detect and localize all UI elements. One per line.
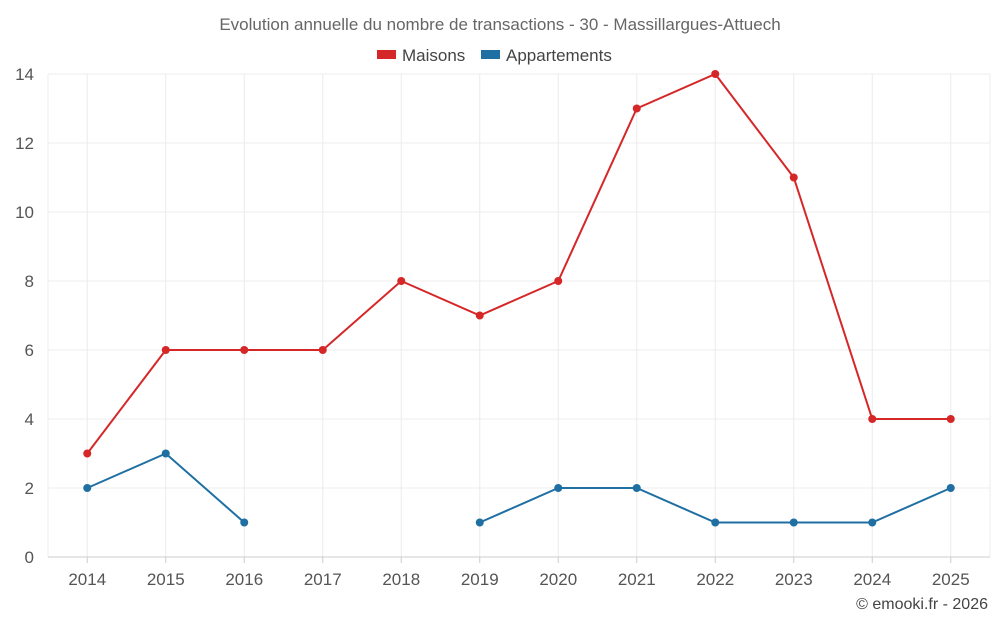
legend-label-appartements[interactable]: Appartements (506, 46, 612, 65)
y-tick-label: 6 (25, 341, 34, 360)
x-tick-label: 2022 (696, 570, 734, 589)
credit-text: © emooki.fr - 2026 (856, 596, 988, 613)
x-tick-label: 2019 (461, 570, 499, 589)
data-point-maisons[interactable] (475, 311, 484, 320)
y-tick-label: 0 (25, 548, 34, 567)
x-tick-label: 2025 (932, 570, 970, 589)
y-tick-label: 10 (15, 203, 34, 222)
data-point-maisons[interactable] (397, 277, 406, 285)
data-point-maisons[interactable] (318, 346, 327, 354)
x-tick-label: 2024 (853, 570, 891, 589)
data-point-maisons[interactable] (161, 346, 170, 354)
data-point-maisons[interactable] (868, 415, 877, 423)
data-point-maisons[interactable] (240, 346, 249, 354)
legend-label-maisons[interactable]: Maisons (402, 46, 465, 65)
legend-swatch-appartements (481, 50, 500, 59)
data-point-appartements[interactable] (711, 518, 720, 527)
y-tick-label: 14 (15, 65, 34, 84)
data-point-appartements[interactable] (475, 518, 484, 527)
data-point-maisons[interactable] (946, 415, 955, 423)
data-point-maisons[interactable] (83, 449, 92, 458)
x-axis: 2014 2015 2016 2017 2018 2019 2020 2021 2022 2023… (48, 556, 990, 589)
data-point-maisons[interactable] (711, 70, 720, 78)
data-point-maisons[interactable] (632, 104, 641, 113)
chart-title: Evolution annuelle du nombre de transact… (219, 15, 780, 34)
series-line-maisons (86, 72, 951, 455)
grid (47, 73, 991, 558)
x-tick-label: 2014 (68, 570, 106, 589)
data-point-appartements[interactable] (868, 518, 877, 527)
data-point-maisons[interactable] (554, 277, 563, 285)
x-tick-label: 2018 (382, 570, 420, 589)
y-axis: 0 2 4 6 8 10 12 14 (15, 65, 34, 567)
y-tick-label: 8 (25, 272, 34, 291)
data-point-appartements[interactable] (632, 484, 641, 492)
x-tick-label: 2021 (618, 570, 656, 589)
data-point-appartements[interactable] (554, 484, 563, 492)
y-tick-label: 4 (25, 410, 34, 429)
data-point-appartements[interactable] (161, 449, 170, 458)
x-tick-label: 2016 (225, 570, 263, 589)
x-tick-label: 2015 (147, 570, 185, 589)
x-tick-label: 2020 (539, 570, 577, 589)
data-point-appartements[interactable] (240, 518, 249, 527)
data-point-appartements[interactable] (83, 484, 92, 492)
legend-swatch-maisons (377, 50, 396, 59)
data-point-appartements[interactable] (946, 484, 955, 492)
x-tick-label: 2023 (775, 570, 813, 589)
legend: Maisons Appartements (377, 46, 612, 65)
data-point-maisons[interactable] (789, 173, 798, 182)
y-tick-label: 12 (15, 134, 34, 153)
data-point-appartements[interactable] (789, 518, 798, 527)
x-tick-label: 2017 (304, 570, 342, 589)
y-tick-label: 2 (25, 479, 34, 498)
series-layer (83, 70, 955, 527)
